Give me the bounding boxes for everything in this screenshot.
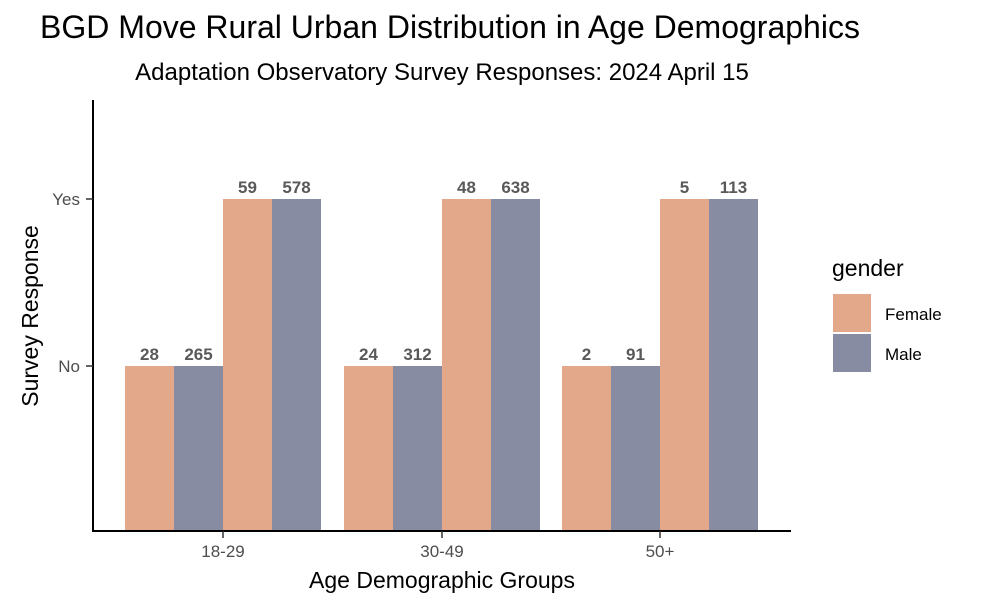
bar-female-yes-18-29 <box>223 199 272 531</box>
bar-male-yes-30-49 <box>491 199 540 531</box>
bar-label: 312 <box>403 345 431 364</box>
bar-female-no-18-29 <box>125 366 174 531</box>
bars-group <box>125 199 758 531</box>
bar-male-no-50+ <box>611 366 660 531</box>
x-axis-title: Age Demographic Groups <box>309 567 575 593</box>
bar-label: 113 <box>720 178 747 197</box>
bar-label: 265 <box>184 345 212 364</box>
bar-label: 578 <box>282 178 310 197</box>
legend-label: Male <box>885 345 922 364</box>
bar-male-no-18-29 <box>174 366 223 531</box>
bar-label: 24 <box>359 345 378 364</box>
legend: gender Female Male <box>832 255 942 372</box>
y-tick-label: Yes <box>52 190 80 209</box>
bar-label: 28 <box>140 345 159 364</box>
x-tick-label: 30-49 <box>420 542 463 561</box>
bar-male-no-30-49 <box>393 366 442 531</box>
bar-female-yes-30-49 <box>442 199 491 531</box>
legend-swatch-female <box>833 294 871 332</box>
legend-label: Female <box>885 305 942 324</box>
bar-label: 59 <box>238 178 257 197</box>
bar-label: 5 <box>680 178 689 197</box>
bar-male-yes-50+ <box>709 199 758 531</box>
x-ticks-group: 18-29 30-49 50+ <box>201 531 674 561</box>
bar-label: 638 <box>501 178 529 197</box>
bar-label: 2 <box>582 345 591 364</box>
x-tick-label: 50+ <box>646 542 675 561</box>
bar-labels-group: 28 24 2 265 312 91 59 48 5 578 638 113 <box>140 178 747 364</box>
legend-swatch-male <box>833 334 871 372</box>
chart-title: BGD Move Rural Urban Distribution in Age… <box>40 9 860 45</box>
legend-title: gender <box>832 255 904 281</box>
bar-female-no-50+ <box>562 366 611 531</box>
x-tick-label: 18-29 <box>201 542 244 561</box>
y-axis-title: Survey Response <box>17 225 43 407</box>
bar-male-yes-18-29 <box>272 199 321 531</box>
y-tick-label: No <box>58 357 80 376</box>
chart-subtitle: Adaptation Observatory Survey Responses:… <box>135 59 749 86</box>
y-ticks-group: No Yes <box>52 190 93 376</box>
bar-label: 48 <box>457 178 476 197</box>
bar-female-no-30-49 <box>344 366 393 531</box>
bar-label: 91 <box>626 345 645 364</box>
bar-female-yes-50+ <box>660 199 709 531</box>
